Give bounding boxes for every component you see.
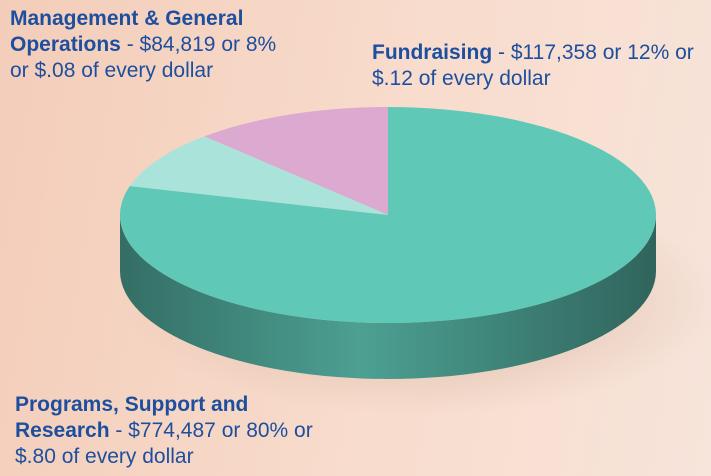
label-programs: Programs, Support and Research - $774,48… xyxy=(15,392,335,470)
category-label: Fundraising xyxy=(372,41,493,64)
separator: - xyxy=(498,41,506,64)
slice-side xyxy=(120,215,656,379)
slice xyxy=(204,107,388,215)
slice xyxy=(119,107,656,323)
slice xyxy=(129,136,389,215)
note: or 80% or $.80 of every dollar xyxy=(15,419,313,468)
note: or 8% or $.08 of every dollar xyxy=(10,33,277,82)
separator: - xyxy=(126,33,134,56)
separator: - xyxy=(115,419,123,442)
note: or 12% or $.12 of every dollar xyxy=(372,41,694,90)
category-label: Programs, Support and Research xyxy=(15,393,249,442)
label-fundraising: Fundraising - $117,358 or 12% or $.12 of… xyxy=(372,40,702,92)
category-label: Management & General Operations xyxy=(10,7,244,56)
value-label: $774,487 xyxy=(128,419,216,442)
value-label: $117,358 xyxy=(510,41,597,64)
value-label: $84,819 xyxy=(139,33,216,56)
label-management: Management & General Operations - $84,81… xyxy=(10,6,300,84)
